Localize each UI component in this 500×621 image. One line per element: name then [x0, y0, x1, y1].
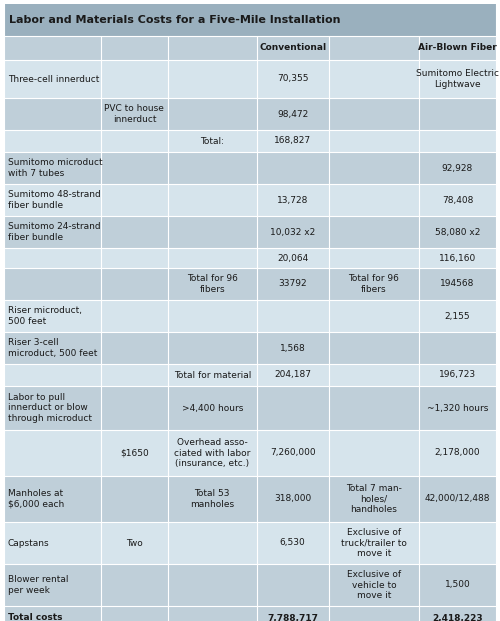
Bar [4, 152, 496, 184]
Bar [4, 430, 496, 476]
Text: Sumitomo microduct
with 7 tubes: Sumitomo microduct with 7 tubes [8, 158, 102, 178]
Text: ~1,320 hours: ~1,320 hours [427, 404, 488, 412]
Text: Riser microduct,
500 feet: Riser microduct, 500 feet [8, 306, 82, 326]
Text: 92,928: 92,928 [442, 163, 473, 173]
Bar [4, 184, 496, 216]
Text: 2,155: 2,155 [444, 312, 470, 320]
Text: 196,723: 196,723 [439, 371, 476, 379]
Bar [4, 268, 496, 300]
Text: Manholes at
$6,000 each: Manholes at $6,000 each [8, 489, 64, 509]
Text: Exclusive of
truck/trailer to
move it: Exclusive of truck/trailer to move it [341, 528, 407, 558]
Bar [4, 248, 496, 268]
Text: 20,064: 20,064 [277, 253, 308, 263]
Text: Total costs: Total costs [8, 614, 62, 621]
Text: 58,080 x2: 58,080 x2 [435, 227, 480, 237]
Text: $1650: $1650 [120, 448, 149, 458]
Text: PVC to house
innerduct: PVC to house innerduct [104, 104, 164, 124]
Text: 194568: 194568 [440, 279, 474, 289]
Text: 1,568: 1,568 [280, 343, 305, 353]
Text: Two: Two [126, 538, 143, 548]
Bar [4, 60, 496, 98]
Text: Exclusive of
vehicle to
move it: Exclusive of vehicle to move it [347, 569, 401, 601]
Text: 168,827: 168,827 [274, 137, 311, 145]
Text: Blower rental
per week: Blower rental per week [8, 575, 68, 595]
Bar [4, 386, 496, 430]
Text: Labor to pull
innerduct or blow
through microduct: Labor to pull innerduct or blow through … [8, 392, 92, 424]
Text: 78,408: 78,408 [442, 196, 473, 204]
Text: Three-cell innerduct: Three-cell innerduct [8, 75, 100, 83]
Text: Conventional: Conventional [259, 43, 326, 53]
Bar [4, 130, 496, 152]
Text: Total for 96
fibers: Total for 96 fibers [348, 274, 400, 294]
Text: 318,000: 318,000 [274, 494, 312, 504]
Text: 42,000/12,488: 42,000/12,488 [424, 494, 490, 504]
Text: >4,400 hours: >4,400 hours [182, 404, 243, 412]
Bar [4, 606, 496, 621]
Text: Total for 96
fibers: Total for 96 fibers [187, 274, 238, 294]
Text: Overhead asso-
ciated with labor
(insurance, etc.): Overhead asso- ciated with labor (insura… [174, 438, 250, 468]
Text: 10,032 x2: 10,032 x2 [270, 227, 316, 237]
Bar [4, 36, 496, 60]
Text: Sumitomo 48-strand
fiber bundle: Sumitomo 48-strand fiber bundle [8, 190, 101, 210]
Text: 2,418,223: 2,418,223 [432, 614, 483, 621]
Text: 116,160: 116,160 [439, 253, 476, 263]
Bar [4, 216, 496, 248]
Text: 7,260,000: 7,260,000 [270, 448, 316, 458]
Bar [4, 364, 496, 386]
Text: Air-Blown Fiber: Air-Blown Fiber [418, 43, 497, 53]
Text: Sumitomo Electric
Lightwave: Sumitomo Electric Lightwave [416, 69, 499, 89]
Bar [4, 4, 496, 36]
Text: 13,728: 13,728 [277, 196, 308, 204]
Bar [4, 332, 496, 364]
Text: Total for material: Total for material [174, 371, 251, 379]
Text: Total 7 man-
holes/
handholes: Total 7 man- holes/ handholes [346, 484, 402, 514]
Text: 6,530: 6,530 [280, 538, 305, 548]
Text: Sumitomo 24-strand
fiber bundle: Sumitomo 24-strand fiber bundle [8, 222, 100, 242]
Text: 7,788,717: 7,788,717 [267, 614, 318, 621]
Text: 204,187: 204,187 [274, 371, 311, 379]
Text: Riser 3-cell
microduct, 500 feet: Riser 3-cell microduct, 500 feet [8, 338, 98, 358]
Bar [4, 98, 496, 130]
Text: Capstans: Capstans [8, 538, 50, 548]
Text: 2,178,000: 2,178,000 [434, 448, 480, 458]
Bar [4, 300, 496, 332]
Text: Total 53
manholes: Total 53 manholes [190, 489, 234, 509]
Text: 33792: 33792 [278, 279, 307, 289]
Text: 70,355: 70,355 [277, 75, 308, 83]
Text: 1,500: 1,500 [444, 581, 470, 589]
Text: Total:: Total: [200, 137, 224, 145]
Bar [4, 564, 496, 606]
Bar [4, 522, 496, 564]
Text: 98,472: 98,472 [277, 109, 308, 119]
Text: Labor and Materials Costs for a Five-Mile Installation: Labor and Materials Costs for a Five-Mil… [9, 15, 340, 25]
Bar [4, 476, 496, 522]
